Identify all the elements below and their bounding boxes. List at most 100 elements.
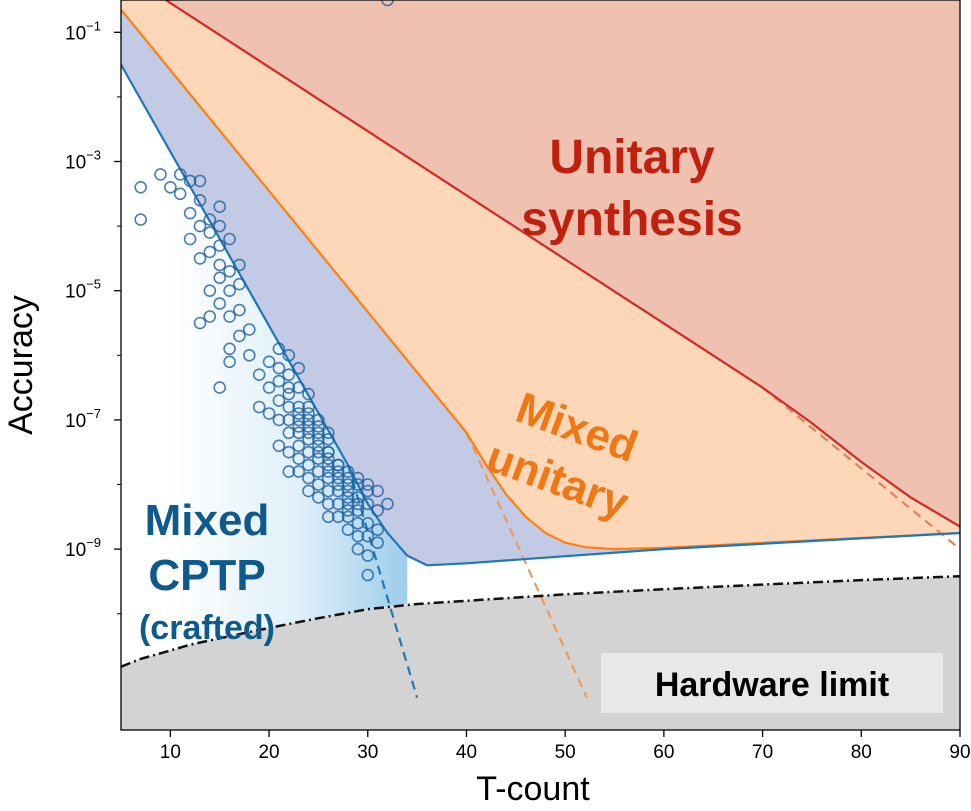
scatter-point xyxy=(282,368,296,382)
scatter-point xyxy=(321,484,335,498)
unitary-synthesis-line xyxy=(163,0,960,528)
scatter-point xyxy=(233,329,246,343)
scatter-point xyxy=(351,516,365,530)
scatter-point xyxy=(203,310,217,323)
scatter-point xyxy=(331,458,345,472)
scatter-point xyxy=(213,258,226,272)
scatter-point xyxy=(312,420,325,433)
scatter-point xyxy=(292,361,306,375)
unitary-synthesis-label: Unitary synthesis xyxy=(521,131,742,246)
scatter-point xyxy=(312,445,325,459)
unitary-label-line-1: Unitary xyxy=(549,131,715,184)
scatter-point xyxy=(371,536,384,550)
scatter-point xyxy=(134,213,147,226)
scatter-point xyxy=(371,484,384,498)
y-tick-label: 10−3 xyxy=(65,148,101,174)
scatter-point xyxy=(302,432,315,446)
scatter-point xyxy=(302,426,315,440)
scatter-point xyxy=(312,426,325,440)
cptp-label-line-3: (crafted) xyxy=(139,609,275,647)
scatter-point xyxy=(321,465,335,478)
scatter-point xyxy=(262,381,276,394)
scatter-point xyxy=(213,219,226,233)
scatter-point xyxy=(302,420,315,433)
x-tick-label: 70 xyxy=(752,742,773,763)
scatter-point xyxy=(371,504,384,517)
scatter-point xyxy=(321,471,335,485)
scatter-point xyxy=(203,226,217,239)
scatter-point xyxy=(282,400,296,414)
scatter-point xyxy=(321,445,335,459)
scatter-point xyxy=(341,497,355,511)
scatter-point xyxy=(292,465,306,478)
scatter-point xyxy=(302,445,315,459)
mixed-cptp-label: Mixed CPTP (crafted) xyxy=(139,496,275,647)
x-tick-label: 50 xyxy=(555,742,576,763)
scatter-point xyxy=(321,458,335,472)
scatter-point xyxy=(213,271,226,285)
hardware-limit-label: Hardware limit xyxy=(655,666,889,704)
scatter-point xyxy=(223,264,236,278)
scatter-point xyxy=(292,413,306,427)
scatter-point xyxy=(272,342,286,356)
mixed-cptp-line xyxy=(121,64,960,567)
scatter-point xyxy=(282,413,296,427)
scatter-point xyxy=(361,549,375,562)
scatter-point xyxy=(381,497,394,511)
scatter-point xyxy=(351,542,365,556)
hardware-limit-label-box xyxy=(601,653,943,713)
x-tick-label: 60 xyxy=(653,742,674,763)
scatter-point xyxy=(243,348,256,362)
scatter-point xyxy=(302,484,315,498)
scatter-point xyxy=(341,478,355,491)
scatter-point xyxy=(312,413,325,427)
y-tick-label: 10−1 xyxy=(65,18,101,44)
crafted-channel-points xyxy=(134,0,394,582)
scatter-point xyxy=(312,465,325,478)
scatter-point xyxy=(341,465,355,478)
scatter-point xyxy=(252,368,266,382)
mixed-unitary-asymptote-dashed-line xyxy=(465,432,588,699)
scatter-point xyxy=(223,342,236,356)
scatter-point xyxy=(193,252,207,265)
scatter-point xyxy=(203,284,217,298)
x-axis-label: T-count xyxy=(476,770,590,808)
scatter-point xyxy=(312,491,325,504)
scatter-point xyxy=(203,213,217,226)
y-tick-label: 10−7 xyxy=(65,406,101,432)
scatter-point xyxy=(381,0,394,7)
scatter-point xyxy=(262,407,276,420)
scatter-point xyxy=(183,206,197,220)
scatter-point xyxy=(351,491,365,504)
x-tick-label: 90 xyxy=(949,742,970,763)
y-axis-ticks: 10−1 10−3 10−5 10−7 10−9 xyxy=(65,18,121,615)
scatter-point xyxy=(331,471,345,485)
scatter-point xyxy=(223,310,236,323)
scatter-point xyxy=(292,400,306,414)
scatter-point xyxy=(302,413,315,427)
x-tick-label: 40 xyxy=(456,742,477,763)
mixed-unitary-line xyxy=(121,9,960,551)
x-axis-ticks: 10 20 30 40 50 60 70 80 90 xyxy=(160,730,971,763)
scatter-point xyxy=(321,432,335,446)
scatter-point xyxy=(282,465,296,478)
scatter-point xyxy=(154,168,167,181)
scatter-point xyxy=(351,529,365,543)
scatter-point xyxy=(351,504,365,517)
mixed-unitary-region xyxy=(121,0,960,550)
scatter-point xyxy=(282,426,296,440)
mixed-cptp-region xyxy=(121,9,960,566)
scatter-point xyxy=(321,452,335,466)
scatter-point xyxy=(302,407,315,420)
unitary-asymptote-dashed-line xyxy=(761,386,960,550)
scatter-point xyxy=(233,258,246,272)
scatter-point xyxy=(341,471,355,485)
scatter-point xyxy=(173,168,187,181)
scatter-point xyxy=(213,239,226,252)
scatter-point xyxy=(203,245,217,259)
scatter-point xyxy=(193,174,207,188)
scatter-point xyxy=(282,387,296,401)
scatter-point xyxy=(292,407,306,420)
scatter-point xyxy=(134,181,147,194)
